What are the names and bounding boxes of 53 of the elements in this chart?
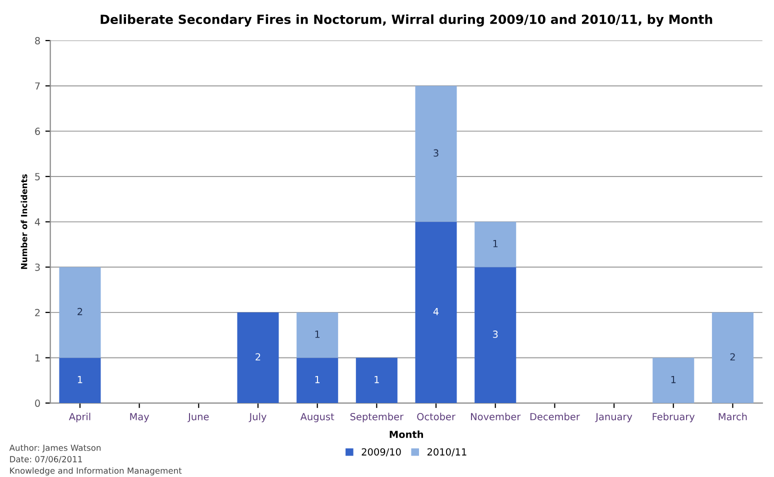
- bar: [296, 312, 338, 358]
- x-tick-label: July: [248, 412, 266, 422]
- y-tick-label: 7: [35, 82, 40, 90]
- x-tick-label: May: [130, 413, 150, 422]
- x-tick-label: March: [718, 412, 747, 420]
- data-label: 1: [315, 330, 320, 338]
- x-tick-label: February: [652, 412, 695, 422]
- data-label: 2: [256, 353, 260, 360]
- data-label: 1: [493, 240, 498, 248]
- x-tick-label: April: [68, 412, 90, 422]
- y-tick-label: 3: [35, 264, 40, 271]
- x-axis-title: Month: [390, 430, 424, 438]
- data-label: 1: [78, 376, 82, 384]
- bar: [59, 358, 101, 404]
- y-tick-label: 5: [35, 173, 40, 180]
- bar: [415, 86, 457, 222]
- y-tick-label: 1: [35, 354, 40, 362]
- bar: [59, 267, 101, 358]
- data-label: 3: [434, 149, 438, 157]
- text: Author: James Watson: [9, 444, 101, 452]
- bar: [296, 358, 338, 404]
- bar: [474, 222, 516, 268]
- data-label: 3: [493, 330, 498, 338]
- x-tick-label: October: [417, 412, 456, 420]
- x-tick-label: November: [471, 412, 521, 420]
- text: Knowledge and Information Management: [10, 467, 182, 476]
- x-tick-label: December: [530, 412, 580, 420]
- text: Date: 07/06/2011: [10, 456, 82, 463]
- x-tick-label: September: [350, 412, 404, 422]
- bar: [237, 312, 279, 404]
- y-tick-label: 6: [35, 128, 40, 136]
- data-label: 2: [78, 308, 82, 316]
- data-label: 1: [315, 376, 320, 384]
- bar: [474, 267, 516, 404]
- bar: [712, 312, 754, 404]
- bar: [356, 358, 398, 404]
- y-tick-label: 8: [35, 37, 40, 44]
- y-tick-label: 4: [34, 218, 40, 226]
- data-label: 1: [374, 376, 379, 384]
- x-tick-label: June: [188, 413, 209, 422]
- y-tick-label: 2: [35, 308, 40, 316]
- bar: [415, 222, 457, 404]
- legend-label: 2010/11: [427, 448, 466, 456]
- y-tick-label: 0: [35, 400, 40, 407]
- data-label: 1: [671, 376, 676, 384]
- y-axis-title: Number of Incidents: [20, 174, 28, 269]
- x-tick-label: January: [595, 413, 632, 422]
- data-label: 4: [433, 308, 439, 316]
- chart-title: Deliberate Secondary Fires in Noctorum, Wirral during 2009/10 and 2010/11, by Month: [100, 14, 712, 27]
- bar: [652, 358, 694, 404]
- x-tick-label: August: [300, 413, 334, 422]
- data-label: 2: [730, 353, 735, 360]
- legend-label: 2009/10: [362, 448, 401, 456]
